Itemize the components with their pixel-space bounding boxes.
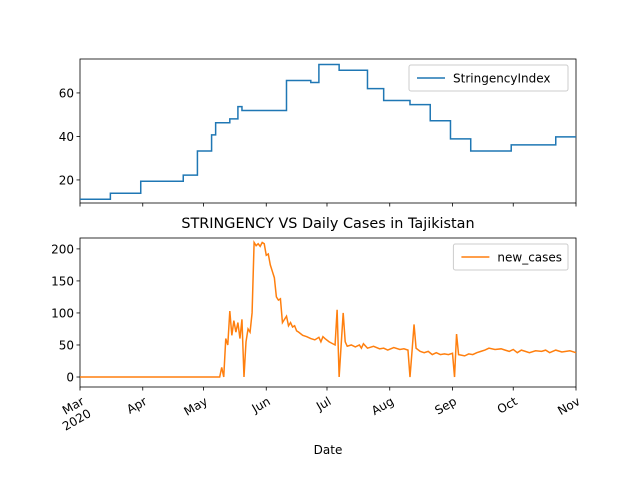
- x-axis-label: Date: [314, 443, 343, 457]
- y-tick-label: 20: [59, 173, 74, 187]
- y-tick-label: 150: [51, 274, 74, 288]
- y-tick-label: 200: [51, 242, 74, 256]
- plot-frame: [79, 58, 577, 204]
- x-tick-label: Jun: [249, 394, 273, 416]
- y-tick-label: 0: [66, 371, 74, 385]
- series-line: [80, 240, 577, 378]
- y-tick-label: 60: [59, 86, 74, 100]
- y-tick-label: 50: [59, 338, 74, 352]
- legend-label: StringencyIndex: [453, 72, 551, 86]
- x-tick-label: Mar2020: [53, 394, 94, 434]
- x-tick-label: Jul: [313, 394, 333, 414]
- series-line: [80, 63, 576, 201]
- x-tick-label: Apr: [124, 394, 149, 417]
- x-tick-label: Oct: [495, 394, 520, 417]
- legend-box: [452, 243, 569, 271]
- y-tick-label: 100: [51, 306, 74, 320]
- x-tick-label: Sep: [432, 394, 459, 417]
- chart-title: STRINGENCY VS Daily Cases in Tajikistan: [181, 216, 474, 232]
- x-tick-label: Aug: [369, 394, 396, 418]
- x-tick-label: Nov: [555, 394, 582, 418]
- legend-label: new_cases: [497, 251, 562, 265]
- plot-frame: [79, 237, 577, 388]
- y-tick-label: 40: [59, 130, 74, 144]
- x-tick-label: May: [182, 394, 210, 419]
- legend-box: [408, 64, 569, 92]
